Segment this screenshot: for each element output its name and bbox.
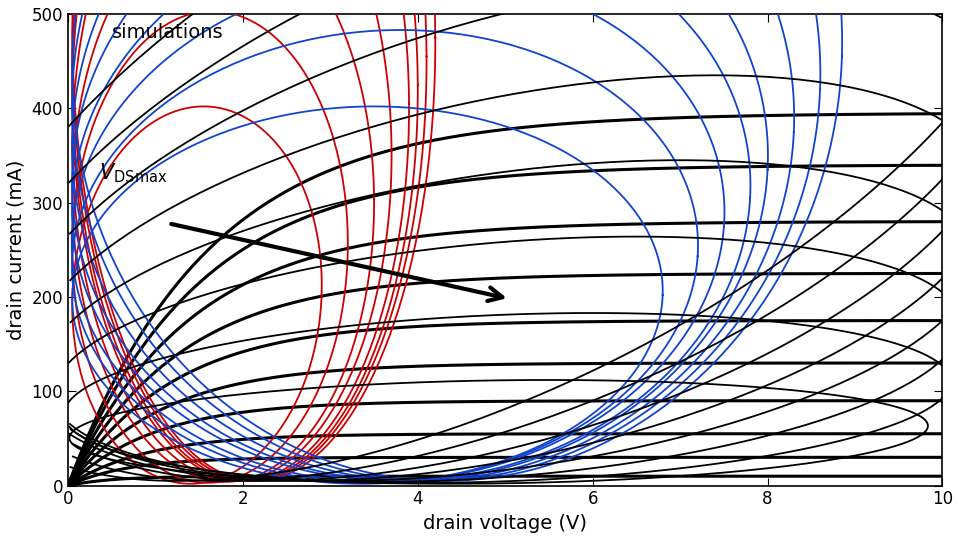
Y-axis label: drain current (mA): drain current (mA) bbox=[7, 160, 26, 340]
X-axis label: drain voltage (V): drain voltage (V) bbox=[423, 514, 588, 533]
Text: V$_{\rm DSmax}$: V$_{\rm DSmax}$ bbox=[99, 161, 167, 185]
Text: simulations: simulations bbox=[111, 23, 224, 42]
